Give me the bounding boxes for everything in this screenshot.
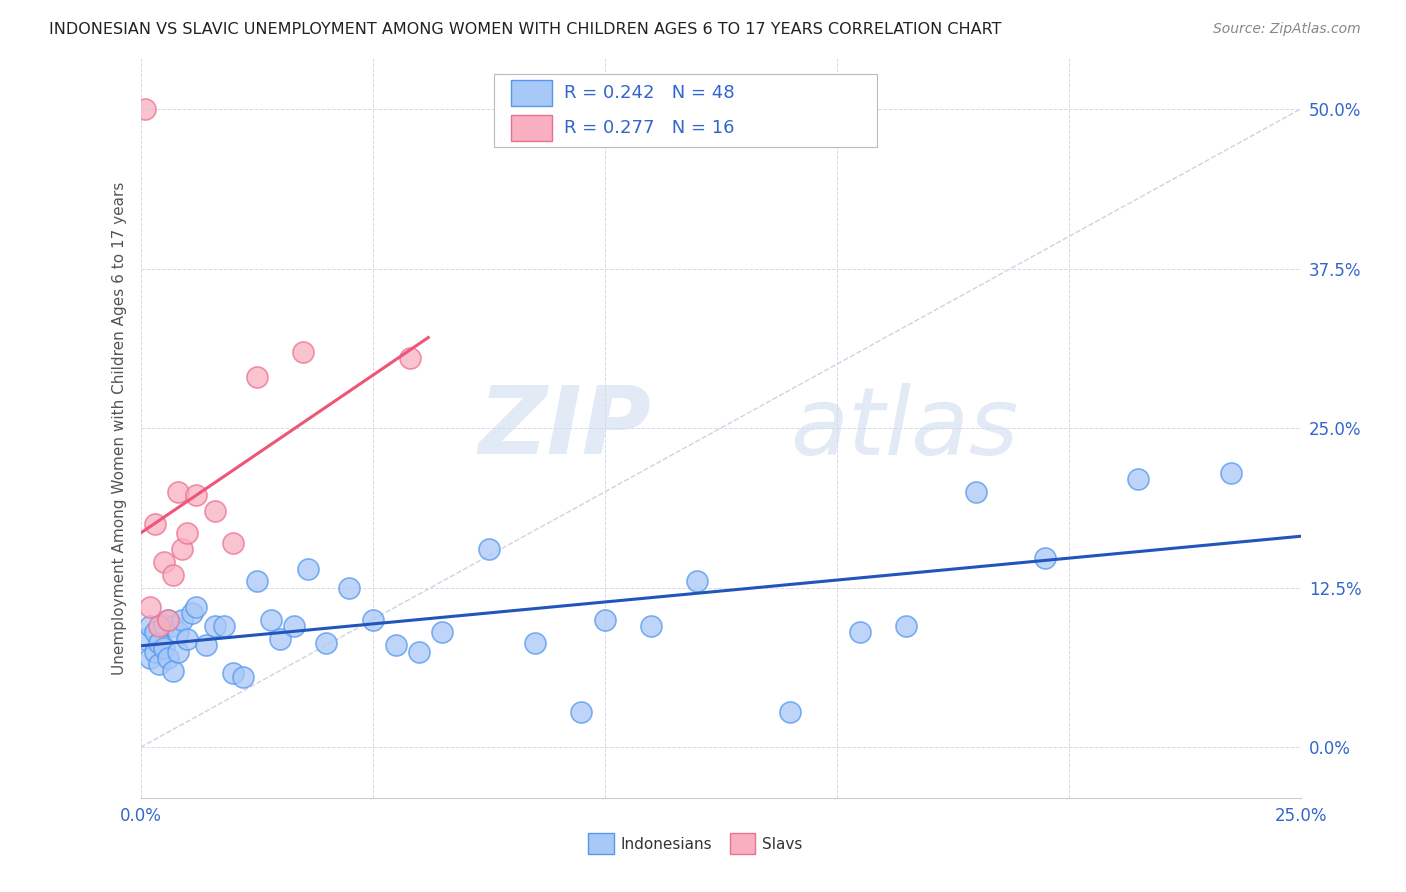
Point: [143, 516, 166, 531]
Point: [315, 635, 337, 649]
Point: [186, 599, 208, 614]
Point: [172, 542, 194, 557]
Point: [222, 666, 245, 681]
Point: [139, 599, 162, 614]
Text: ZIP: ZIP: [478, 382, 651, 475]
Point: [593, 613, 616, 627]
Bar: [510, 80, 553, 106]
Point: [398, 351, 420, 365]
Point: [153, 640, 174, 655]
Point: [1220, 466, 1243, 480]
Point: [153, 555, 174, 569]
Point: [162, 568, 184, 582]
Point: [143, 625, 166, 640]
Text: R = 0.277   N = 16: R = 0.277 N = 16: [564, 119, 734, 137]
Point: [849, 625, 872, 640]
Point: [779, 705, 801, 719]
Point: [896, 619, 918, 633]
Point: [408, 644, 430, 658]
Point: [361, 613, 384, 627]
Point: [166, 644, 188, 658]
Point: [283, 619, 305, 633]
Point: [157, 613, 180, 627]
Point: [148, 619, 170, 633]
Point: [204, 504, 226, 518]
Point: [430, 625, 453, 640]
Point: [571, 705, 593, 719]
Text: R = 0.242   N = 48: R = 0.242 N = 48: [564, 84, 734, 102]
Point: [134, 632, 156, 646]
Point: [965, 485, 987, 500]
Point: [686, 574, 709, 589]
Point: [1035, 551, 1057, 566]
Point: [259, 613, 281, 627]
Point: [640, 619, 662, 633]
Point: [232, 670, 254, 684]
Point: [148, 657, 170, 672]
Y-axis label: Unemployment Among Women with Children Ages 6 to 17 years: Unemployment Among Women with Children A…: [111, 181, 127, 675]
Point: [157, 651, 180, 665]
Point: [157, 613, 180, 627]
Point: [148, 635, 170, 649]
Point: [194, 638, 217, 652]
Point: [337, 581, 360, 595]
Point: [212, 619, 235, 633]
Point: [222, 536, 245, 550]
Point: [139, 651, 162, 665]
Point: [186, 487, 208, 501]
Text: atlas: atlas: [790, 383, 1018, 474]
Text: Indonesians: Indonesians: [621, 837, 713, 852]
Point: [180, 607, 202, 621]
Point: [297, 561, 319, 575]
Bar: [588, 833, 614, 854]
Point: [1128, 472, 1150, 486]
Point: [134, 102, 156, 116]
Point: [524, 635, 547, 649]
Point: [139, 619, 162, 633]
Point: [478, 542, 501, 557]
Point: [162, 619, 184, 633]
Text: Slavs: Slavs: [762, 837, 803, 852]
Point: [172, 613, 194, 627]
Point: [269, 632, 291, 646]
Point: [162, 664, 184, 678]
Text: Source: ZipAtlas.com: Source: ZipAtlas.com: [1213, 22, 1361, 37]
Text: INDONESIAN VS SLAVIC UNEMPLOYMENT AMONG WOMEN WITH CHILDREN AGES 6 TO 17 YEARS C: INDONESIAN VS SLAVIC UNEMPLOYMENT AMONG …: [49, 22, 1001, 37]
Bar: [730, 833, 755, 854]
Point: [153, 617, 174, 632]
FancyBboxPatch shape: [495, 74, 877, 147]
Point: [385, 638, 408, 652]
Point: [176, 525, 198, 540]
Point: [204, 619, 226, 633]
Point: [143, 644, 166, 658]
Point: [176, 632, 198, 646]
Point: [166, 625, 188, 640]
Bar: [510, 115, 553, 141]
Point: [166, 485, 188, 500]
Point: [246, 574, 269, 589]
Point: [246, 370, 269, 384]
Point: [292, 344, 315, 359]
